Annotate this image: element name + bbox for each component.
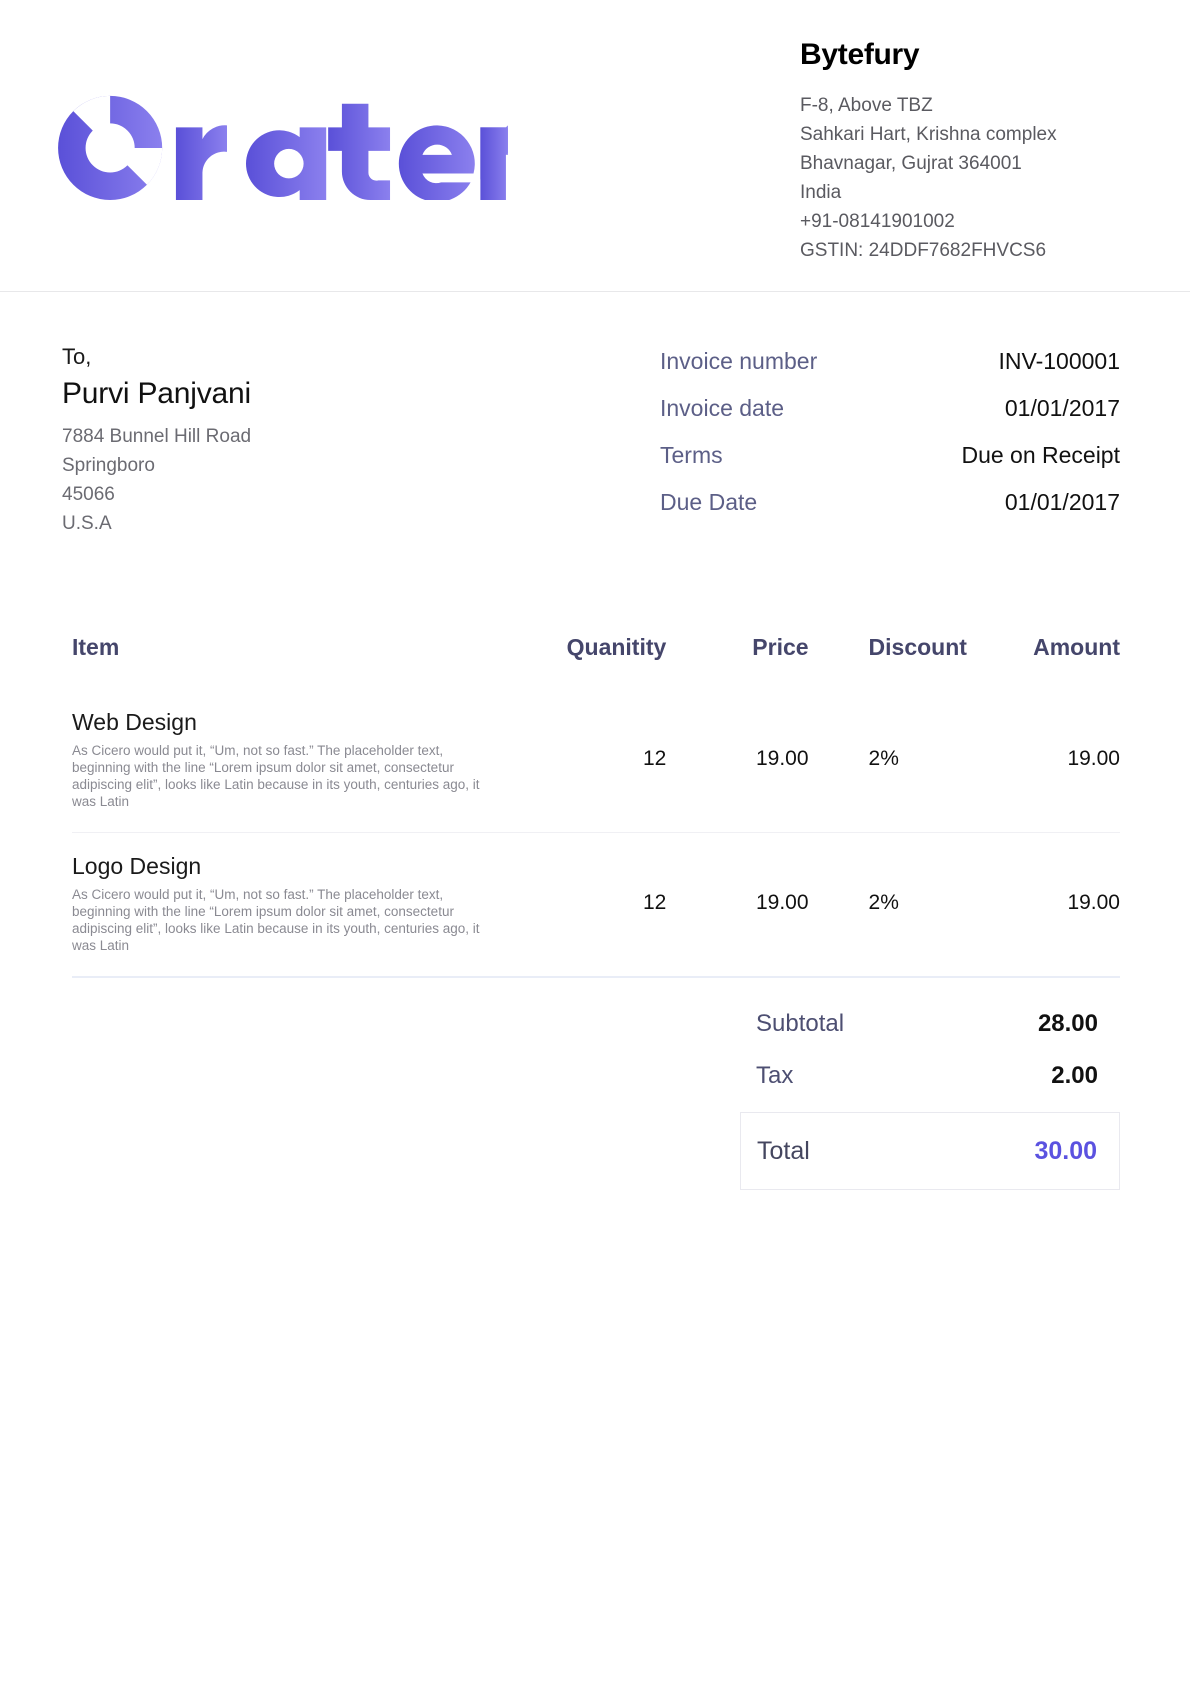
total-row: Total 30.00 [740,1112,1120,1190]
customer-address-line: Springboro [62,455,155,476]
line-items-section: Item Quanitity Price Discount Amount Web… [0,538,1190,976]
meta-label: Invoice number [660,348,818,374]
cell-discount: 2% [868,746,899,770]
crater-logo-icon [58,95,508,200]
customer-address-line: U.S.A [62,513,112,534]
cell-price: 19.00 [755,746,809,770]
column-header-quantity: Quanitity [566,634,667,660]
cell-discount: 2% [826,832,974,976]
company-name: Bytefury [800,38,920,71]
cell-item: Logo Design As Cicero would put it, “Um,… [72,832,555,976]
item-name: Logo Design [72,853,202,879]
meta-row-invoice-date: Invoice date 01/01/2017 [660,393,1120,423]
subtotal-label: Subtotal [756,1010,845,1037]
company-address-line: F-8, Above TBZ [800,95,933,116]
cell-amount: 19.00 [1067,746,1120,770]
column-header-item: Item [72,634,120,660]
tax-value: 2.00 [1051,1062,1098,1089]
table-bottom-divider [72,976,1120,978]
meta-row-invoice-number: Invoice number INV-100001 [660,346,1120,376]
subtotal-row: Subtotal 28.00 [740,1008,1120,1040]
company-phone: +91-08141901002 [800,211,955,232]
cell-quantity: 12 [642,746,667,770]
company-gstin: GSTIN: 24DDF7682FHVCS6 [800,240,1047,261]
table-row: Web Design As Cicero would put it, “Um, … [72,689,1120,833]
item-description: As Cicero would put it, “Um, not so fast… [72,887,480,953]
meta-label: Terms [660,442,723,468]
subtotal-value: 28.00 [1037,1010,1098,1037]
invoice-meta-block: Invoice number INV-100001 Invoice date 0… [660,340,1120,534]
brand-logo [52,28,512,200]
company-address-line: Sahkari Hart, Krishna complex [800,124,1057,145]
company-address-line: Bhavnagar, Gujrat 364001 [800,153,1022,174]
totals-section: Subtotal 28.00 Tax 2.00 Total 30.00 [0,978,1190,1190]
tax-row: Tax 2.00 [740,1060,1120,1092]
customer-name: Purvi Panjvani [62,377,251,410]
meta-value: INV-100001 [998,348,1120,374]
meta-value: Due on Receipt [961,442,1120,468]
cell-quantity: 12 [554,832,691,976]
column-header-price: Price [752,634,809,660]
invoice-summary-section: To, Purvi Panjvani 7884 Bunnel Hill Road… [0,292,1190,538]
column-header-discount: Discount [868,634,967,660]
invoice-header: Bytefury F-8, Above TBZ Sahkari Hart, Kr… [0,0,1190,292]
meta-label: Due Date [660,489,758,515]
table-body: Web Design As Cicero would put it, “Um, … [72,689,1120,976]
meta-label: Invoice date [660,395,785,421]
company-address-line: India [800,182,842,203]
cell-amount: 19.00 [973,832,1120,976]
company-details: Bytefury F-8, Above TBZ Sahkari Hart, Kr… [800,28,1120,265]
item-name: Web Design [72,709,197,735]
bill-to-label: To, [62,344,92,369]
item-description: As Cicero would put it, “Um, not so fast… [72,743,480,809]
customer-address-line: 7884 Bunnel Hill Road [62,426,252,447]
meta-row-due-date: Due Date 01/01/2017 [660,487,1120,517]
total-label: Total [757,1137,810,1165]
meta-value: 01/01/2017 [1004,489,1120,515]
table-header: Item Quanitity Price Discount Amount [72,634,1120,689]
total-value: 30.00 [1034,1137,1097,1165]
meta-row-terms: Terms Due on Receipt [660,440,1120,470]
table-row: Logo Design As Cicero would put it, “Um,… [72,832,1120,976]
totals-block: Subtotal 28.00 Tax 2.00 Total 30.00 [740,1008,1120,1190]
customer-address-line: 45066 [62,484,115,505]
tax-label: Tax [756,1062,794,1089]
meta-value: 01/01/2017 [1004,395,1120,421]
column-header-amount: Amount [1033,634,1120,660]
table-header-row: Item Quanitity Price Discount Amount [72,634,1120,689]
bill-to-block: To, Purvi Panjvani 7884 Bunnel Hill Road… [62,340,660,538]
line-items-table: Item Quanitity Price Discount Amount Web… [72,634,1120,976]
cell-price: 19.00 [690,832,827,976]
cell-item: Web Design As Cicero would put it, “Um, … [72,689,554,833]
